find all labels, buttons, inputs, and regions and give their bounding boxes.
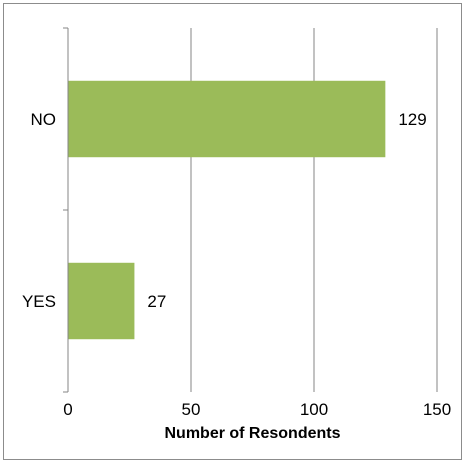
- y-axis-ticks: [63, 27, 68, 393]
- bar-yes: [68, 262, 135, 340]
- x-tick-label-0: 0: [63, 400, 72, 419]
- bar-no: [68, 80, 386, 158]
- category-label-no: NO: [31, 110, 57, 129]
- category-labels: NO YES: [22, 110, 56, 311]
- x-tick-label-150: 150: [423, 400, 451, 419]
- chart-frame: [3, 3, 462, 460]
- data-labels: 129 27: [147, 110, 426, 311]
- category-label-yes: YES: [22, 292, 56, 311]
- x-tick-label-100: 100: [300, 400, 328, 419]
- data-label-no: 129: [398, 110, 426, 129]
- bars: [68, 80, 386, 340]
- x-axis-title: Number of Resondents: [164, 425, 340, 442]
- data-label-yes: 27: [147, 292, 166, 311]
- x-tick-labels: 0 50 100 150: [63, 400, 451, 419]
- x-tick-label-50: 50: [182, 400, 201, 419]
